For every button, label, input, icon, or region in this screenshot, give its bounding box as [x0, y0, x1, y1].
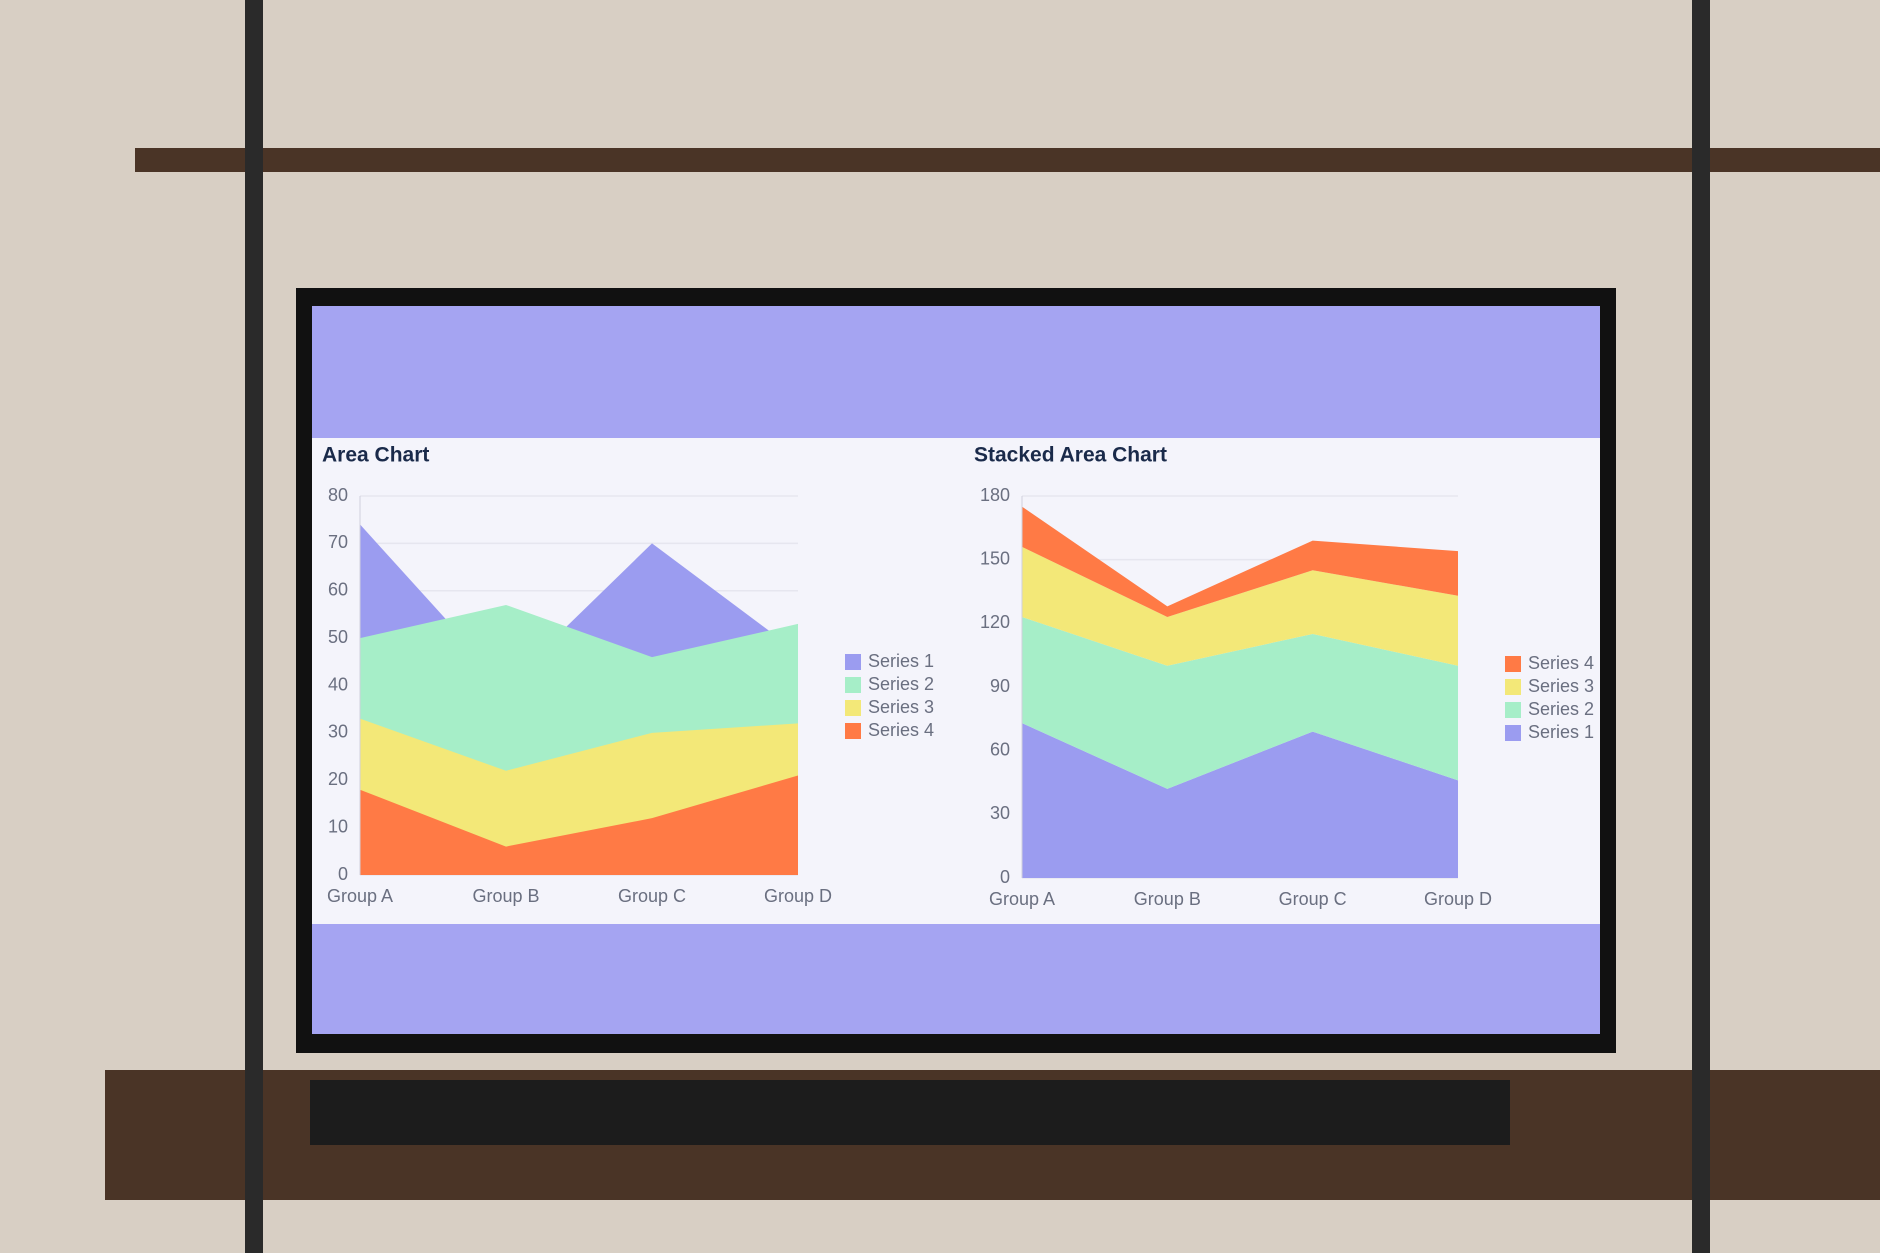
y-tick-label: 60: [990, 739, 1010, 759]
x-tick-label: Group D: [1424, 889, 1492, 909]
y-tick-label: 50: [328, 627, 348, 647]
y-tick-label: 60: [328, 580, 348, 600]
pole: [245, 0, 263, 1253]
x-tick-label: Group D: [764, 886, 832, 906]
legend-label: Series 4: [868, 720, 934, 740]
stacked-area: [1022, 616, 1458, 789]
legend-swatch: [1505, 702, 1521, 718]
y-tick-label: 150: [980, 548, 1010, 568]
legend-swatch: [845, 700, 861, 716]
y-tick-label: 0: [338, 864, 348, 884]
legend-swatch: [845, 677, 861, 693]
x-tick-label: Group C: [1279, 889, 1347, 909]
legend-swatch: [1505, 656, 1521, 672]
legend-label: Series 2: [1528, 699, 1594, 719]
x-tick-label: Group A: [327, 886, 393, 906]
y-tick-label: 120: [980, 612, 1010, 632]
x-tick-label: Group B: [1134, 889, 1201, 909]
legend-label: Series 4: [1528, 653, 1594, 673]
shelf: [135, 148, 1880, 172]
legend-label: Series 3: [1528, 676, 1594, 696]
legend-label: Series 2: [868, 674, 934, 694]
y-tick-label: 180: [980, 485, 1010, 505]
y-tick-label: 30: [328, 722, 348, 742]
y-tick-label: 70: [328, 532, 348, 552]
stacked-area: [1022, 506, 1458, 617]
charts: Area Chart 0 10 20 30 40 50 60 70 80 Group A Group …: [322, 444, 1594, 909]
y-tick-label: 30: [990, 803, 1010, 823]
chart-title: Stacked Area Chart: [974, 444, 1167, 467]
pole: [1692, 0, 1710, 1253]
y-tick-label: 20: [328, 769, 348, 789]
legend-label: Series 1: [1528, 722, 1594, 742]
y-tick-label: 10: [328, 816, 348, 836]
soundbar: [310, 1080, 1510, 1145]
y-tick-label: 80: [328, 485, 348, 505]
legend-swatch: [1505, 725, 1521, 741]
legend-label: Series 3: [868, 697, 934, 717]
legend-swatch: [1505, 679, 1521, 695]
y-tick-label: 40: [328, 674, 348, 694]
chart-title: Area Chart: [322, 444, 429, 467]
x-tick-label: Group A: [989, 889, 1055, 909]
legend-swatch: [845, 654, 861, 670]
area: [360, 775, 798, 875]
y-tick-label: 0: [1000, 867, 1010, 887]
stacked-area: [1022, 723, 1458, 878]
y-tick-label: 90: [990, 676, 1010, 696]
legend-swatch: [845, 723, 861, 739]
x-tick-label: Group C: [618, 886, 686, 906]
x-tick-label: Group B: [472, 886, 539, 906]
stacked-area: [1022, 546, 1458, 666]
legend-label: Series 1: [868, 651, 934, 671]
